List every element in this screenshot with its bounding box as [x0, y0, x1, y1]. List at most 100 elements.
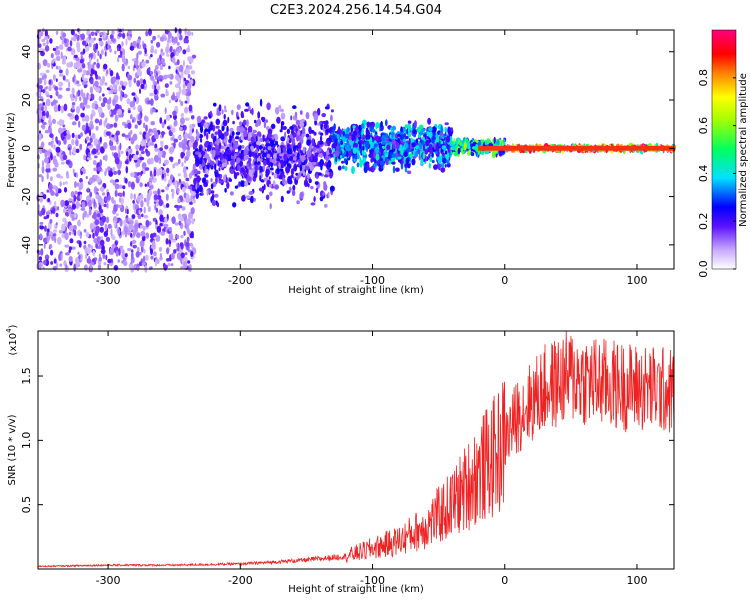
spectrogram-cell	[50, 249, 54, 256]
spectrogram-cell	[154, 143, 158, 149]
spectrogram-cell	[106, 202, 109, 209]
spectrogram-cell	[167, 126, 171, 130]
spectrogram-cell	[58, 119, 63, 127]
spectrogram-cell	[113, 122, 118, 128]
spectrogram-cell	[106, 123, 111, 130]
spectrogram-cell	[166, 74, 172, 78]
spectrogram-x-tick-label: 0	[501, 274, 508, 287]
spectrogram-cell	[70, 191, 75, 198]
spectrogram-cell	[96, 62, 100, 69]
spectrogram-cell	[191, 218, 195, 225]
spectrogram-y-tick-label: 0	[20, 145, 33, 152]
spectrogram-cell	[52, 74, 56, 81]
spectrogram-cell	[444, 164, 447, 168]
spectrogram-cell	[240, 145, 245, 149]
spectrogram-cell	[177, 135, 182, 140]
spectrogram-cell	[64, 200, 70, 207]
spectrogram-cell	[183, 37, 187, 44]
spectrogram-cell	[75, 106, 81, 114]
spectrogram-cell	[478, 141, 482, 146]
spectrogram-cell	[186, 82, 192, 90]
snr-x-label: Height of straight line (km)	[288, 584, 424, 595]
spectrogram-cell	[120, 47, 124, 52]
spectrogram-cell	[215, 125, 220, 129]
spectrogram-cell	[79, 143, 83, 150]
spectrogram-cell	[128, 224, 134, 230]
spectrogram-cell	[341, 160, 345, 164]
spectrogram-cell	[48, 141, 52, 146]
spectrogram-cell	[90, 245, 94, 250]
spectrogram-cell	[397, 133, 401, 137]
spectrogram-cell	[158, 246, 163, 252]
spectrogram-cell	[245, 195, 251, 199]
spectrogram-cell	[74, 181, 77, 188]
spectrogram-cell	[97, 50, 100, 57]
spectrogram-cell	[154, 147, 160, 152]
spectrogram-cell	[149, 92, 154, 97]
colorbar-label: Normalized spectral amplitude	[738, 73, 749, 227]
spectrogram-cell	[156, 41, 161, 48]
spectrogram-cell	[153, 251, 157, 257]
spectrogram-cell	[136, 80, 141, 87]
spectrogram-cell	[71, 216, 75, 221]
spectrogram-cell	[184, 106, 189, 114]
spectrogram-cell	[248, 157, 252, 163]
spectrogram-cell	[200, 137, 203, 143]
spectrogram-cell	[273, 148, 276, 152]
spectrogram-cell	[420, 157, 424, 166]
spectrogram-cell	[107, 166, 111, 171]
spectrogram-cell	[372, 122, 375, 128]
spectrogram-cell	[38, 77, 43, 85]
spectrogram-cell	[169, 174, 174, 181]
spectrogram-cell	[109, 34, 114, 40]
spectrogram-cell	[274, 184, 279, 190]
spectrogram-cell	[218, 180, 223, 184]
spectrogram-cell	[79, 253, 83, 261]
spectrogram-cell	[268, 183, 272, 188]
spectrogram-cell	[246, 163, 249, 169]
spectrogram-cell	[112, 98, 116, 106]
spectrogram-cell	[192, 143, 198, 150]
spectrogram-cell	[79, 194, 83, 200]
spectrogram-cell	[177, 32, 180, 39]
spectrogram-cell	[145, 30, 149, 37]
spectrogram-cell	[40, 141, 45, 149]
spectrogram-cell	[85, 70, 91, 76]
spectrogram-cell	[144, 47, 147, 55]
spectrogram-cell	[181, 186, 186, 193]
spectrogram-cell	[64, 232, 69, 240]
spectrogram-cell	[99, 217, 102, 221]
spectrogram-cell	[121, 41, 124, 47]
spectrogram-cell	[160, 231, 166, 236]
spectrogram-cell	[161, 121, 165, 129]
snr-x-tick-label: 100	[626, 574, 647, 587]
spectrogram-cell	[154, 203, 157, 211]
snr-x-tick-label: -300	[96, 574, 121, 587]
spectrogram-cell	[134, 222, 139, 230]
spectrogram-cell	[71, 246, 76, 250]
spectrogram-cell	[55, 192, 59, 197]
spectrogram-cell	[39, 221, 44, 225]
spectrogram-cell	[245, 102, 250, 107]
spectrogram-cell	[40, 51, 45, 57]
spectrogram-cell	[278, 161, 281, 170]
spectrogram-cell	[166, 167, 170, 174]
spectrogram-cell	[48, 126, 53, 135]
spectrogram-cell	[444, 126, 448, 134]
spectrogram-cell	[272, 153, 277, 159]
spectrogram-cell	[149, 98, 154, 106]
spectrogram-cell	[181, 213, 186, 218]
spectrogram-cell	[66, 130, 69, 134]
spectrogram-cell	[238, 137, 241, 142]
spectrogram-cell	[109, 179, 115, 184]
spectrogram-cell	[109, 48, 112, 53]
spectrogram-cell	[229, 191, 234, 196]
spectrogram-cell	[83, 154, 86, 161]
spectrogram-cell	[88, 42, 92, 48]
spectrogram-cell	[159, 223, 163, 227]
spectrogram-cell	[182, 83, 186, 89]
spectrogram-cell	[164, 217, 168, 223]
spectrogram-cell	[191, 187, 197, 192]
colorbar: 0.0 0.2 0.4 0.6 0.8 Normalized spectral ampl…	[697, 29, 749, 278]
